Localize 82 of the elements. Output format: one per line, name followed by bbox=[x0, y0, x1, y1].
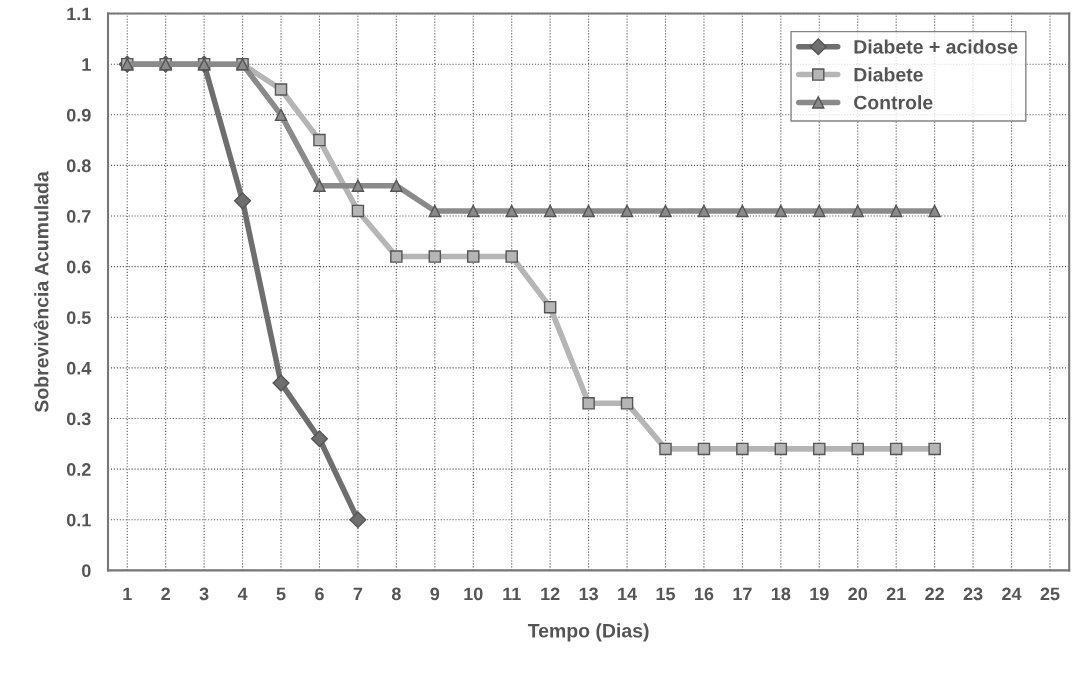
point bbox=[736, 442, 749, 456]
y-tick-label: 0 bbox=[82, 564, 91, 578]
x-tick-label: 3 bbox=[199, 587, 209, 601]
point bbox=[774, 204, 788, 218]
x-tick-label: 11 bbox=[503, 587, 521, 601]
point bbox=[234, 192, 252, 210]
point bbox=[774, 442, 788, 456]
y-tick-label: 0.2 bbox=[66, 463, 91, 476]
point bbox=[851, 204, 864, 218]
y-tick-label: 0.8 bbox=[66, 159, 91, 173]
x-tick-label: 2 bbox=[161, 587, 170, 601]
y-tick-label: 0.4 bbox=[66, 361, 92, 375]
y-tick-label: 0.5 bbox=[66, 311, 91, 324]
x-axis-title: Tempo (Dias) bbox=[527, 623, 649, 642]
point bbox=[543, 300, 557, 314]
legend-label: Diabete + acidose bbox=[854, 39, 1018, 54]
point bbox=[313, 179, 326, 192]
point bbox=[813, 204, 826, 218]
point bbox=[736, 204, 749, 218]
x-tick-label: 7 bbox=[353, 587, 363, 601]
point bbox=[274, 108, 288, 122]
x-tick-label: 12 bbox=[541, 587, 560, 601]
point bbox=[351, 204, 365, 218]
x-tick-label: 25 bbox=[1040, 587, 1060, 601]
point bbox=[428, 250, 442, 263]
x-tick-label: 24 bbox=[1002, 587, 1022, 601]
point bbox=[505, 204, 518, 218]
legend-label: Controle bbox=[854, 95, 933, 110]
point bbox=[697, 442, 711, 456]
x-tick-label: 5 bbox=[276, 587, 286, 601]
x-tick-label: 1 bbox=[123, 587, 132, 601]
point bbox=[889, 204, 903, 218]
y-axis-title: Sobrevivência Acumulada bbox=[33, 171, 49, 413]
point bbox=[505, 250, 518, 263]
point bbox=[272, 374, 290, 392]
y-tick-label: 1 bbox=[82, 58, 91, 71]
y-tick-label: 0.6 bbox=[66, 260, 91, 274]
x-tick-label: 22 bbox=[925, 587, 944, 601]
x-tick-label: 13 bbox=[579, 587, 598, 601]
point bbox=[351, 179, 365, 192]
x-tick-label: 19 bbox=[810, 587, 829, 601]
point bbox=[659, 204, 672, 218]
x-tick-label: 8 bbox=[391, 587, 401, 601]
point bbox=[428, 204, 442, 218]
x-tick-label: 16 bbox=[695, 587, 714, 601]
y-tick-label: 0.3 bbox=[66, 412, 91, 426]
point bbox=[349, 511, 367, 529]
point bbox=[659, 442, 672, 456]
y-tick-label: 0.7 bbox=[66, 209, 91, 223]
x-tick-label: 4 bbox=[237, 587, 248, 601]
x-tick-label: 18 bbox=[771, 587, 791, 601]
point bbox=[620, 397, 634, 410]
point bbox=[928, 204, 941, 218]
x-tick-label: 6 bbox=[315, 587, 324, 601]
x-tick-label: 17 bbox=[733, 587, 752, 601]
point bbox=[543, 204, 557, 218]
point bbox=[313, 133, 326, 147]
y-tick-label: 1.1 bbox=[67, 7, 91, 21]
point bbox=[851, 442, 864, 456]
point bbox=[813, 442, 826, 456]
y-tick-label: 0.1 bbox=[66, 513, 91, 527]
point bbox=[620, 204, 634, 218]
point bbox=[390, 250, 403, 263]
point bbox=[390, 179, 403, 192]
point bbox=[274, 83, 288, 96]
x-tick-label: 10 bbox=[464, 587, 483, 601]
x-tick-label: 21 bbox=[886, 587, 906, 601]
y-tick-label: 0.9 bbox=[66, 108, 91, 122]
point bbox=[928, 442, 941, 456]
point bbox=[310, 430, 329, 448]
legend-label: Diabete bbox=[854, 67, 923, 82]
x-tick-label: 15 bbox=[656, 587, 676, 601]
x-tick-label: 23 bbox=[963, 587, 983, 601]
point bbox=[467, 204, 480, 218]
point bbox=[582, 397, 595, 410]
x-tick-label: 20 bbox=[848, 587, 868, 601]
point bbox=[582, 204, 595, 218]
point bbox=[889, 442, 903, 456]
x-tick-label: 14 bbox=[618, 587, 637, 601]
point bbox=[697, 204, 711, 218]
x-tick-label: 9 bbox=[430, 587, 440, 601]
point bbox=[467, 250, 480, 263]
